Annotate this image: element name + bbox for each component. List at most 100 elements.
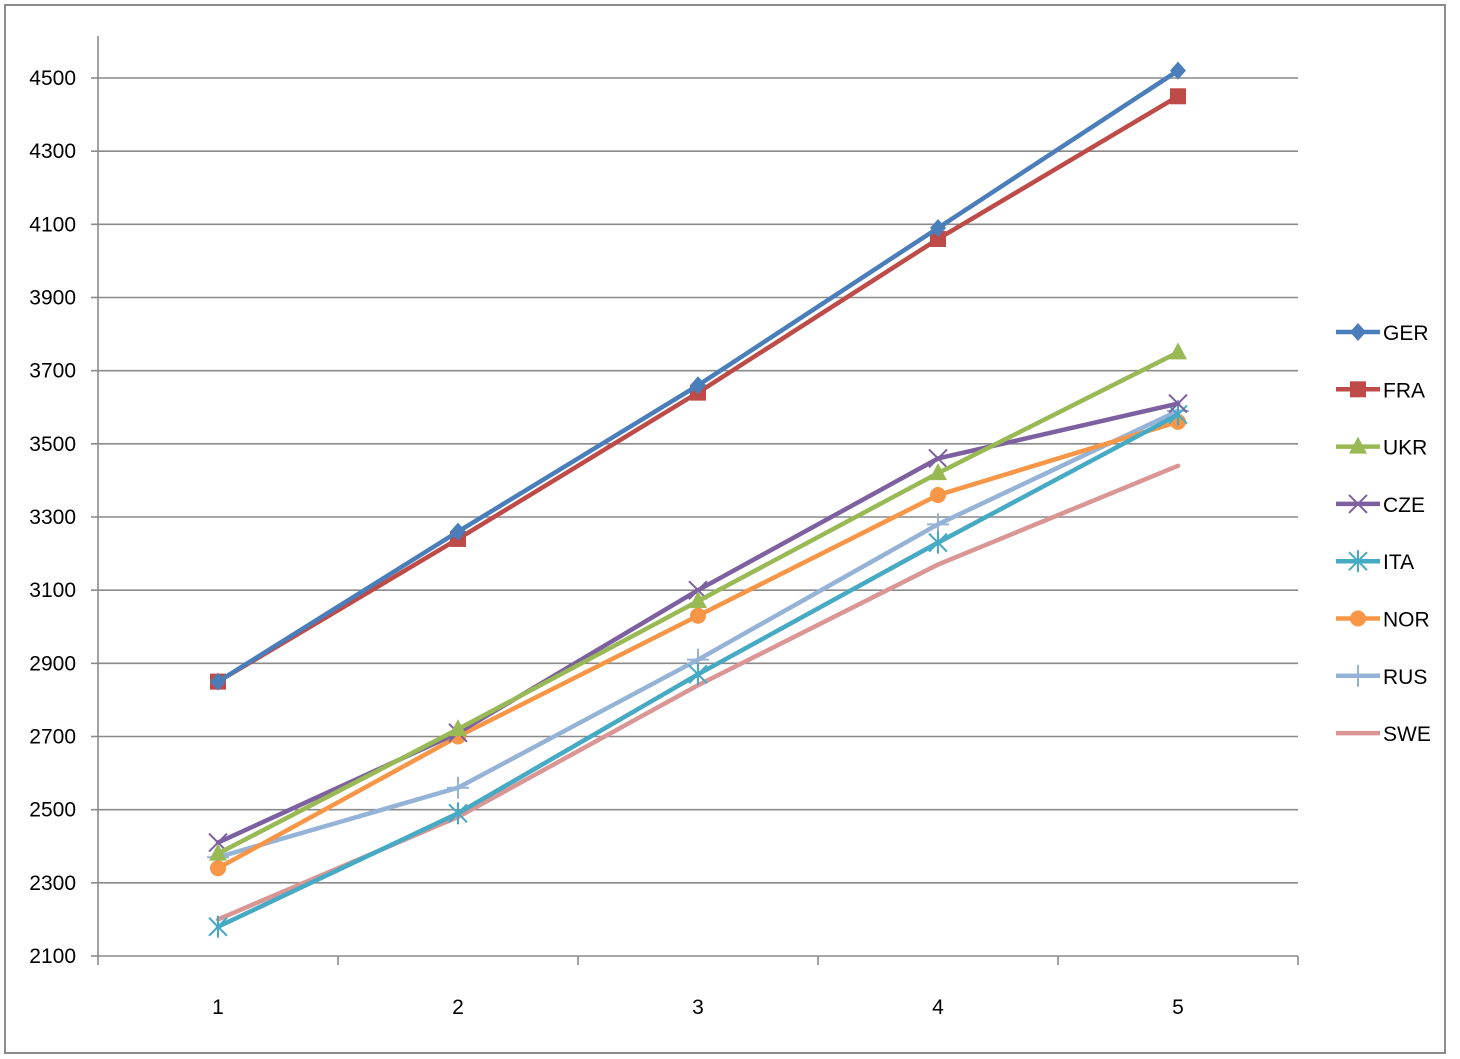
data-point (1170, 61, 1186, 80)
legend-item-rus: RUS (1336, 664, 1427, 689)
data-point (688, 663, 708, 686)
data-point (930, 230, 946, 247)
marker-diamond (1170, 61, 1186, 80)
y-tick-label: 2100 (29, 945, 76, 968)
marker-triangle (1349, 436, 1367, 454)
y-tick-label: 2300 (29, 872, 76, 895)
series-swe (215, 463, 1181, 922)
legend-marker (1349, 436, 1367, 454)
marker-triangle (449, 719, 467, 737)
legend-label: UKR (1383, 437, 1427, 460)
x-tick-label: 3 (692, 996, 704, 1019)
legend-label: CZE (1383, 494, 1425, 517)
y-tick-label: 3100 (29, 579, 76, 602)
chart-frame: 2100 2300 2500 2700 2900 3100 3300 3500 3700 3900… (4, 4, 1446, 1054)
line-chart: 2100 2300 2500 2700 2900 3100 3300 3500 3700 3900… (29, 36, 1431, 1019)
y-tick-label: 3700 (29, 360, 76, 383)
y-tick-label: 2700 (29, 726, 76, 749)
y-tick-label: 2900 (29, 652, 76, 675)
legend-item-ukr: UKR (1336, 436, 1427, 460)
y-tick-label: 2500 (29, 799, 76, 822)
data-point (1169, 342, 1187, 360)
data-point (210, 860, 226, 877)
series-nor (210, 413, 1186, 877)
series-line (215, 419, 1181, 871)
legend-item-ita: ITA (1336, 550, 1414, 574)
data-point (930, 218, 946, 237)
legend-item-fra: FRA (1336, 379, 1425, 402)
marker-circle (1350, 610, 1366, 627)
marker-circle (930, 487, 946, 504)
legend: GER FRA UKR CZE ITA NOR RUS SWE (1336, 322, 1431, 746)
legend-marker (1350, 381, 1366, 398)
legend-marker (1348, 550, 1368, 573)
marker-diamond (210, 672, 226, 691)
series-ita (208, 403, 1188, 938)
data-point (450, 522, 466, 541)
series-lines (207, 61, 1189, 938)
legend-marker (1350, 323, 1366, 341)
data-point (690, 376, 706, 395)
marker-diamond (1350, 323, 1366, 341)
x-tick-label: 2 (452, 996, 464, 1019)
legend-label: FRA (1383, 379, 1425, 402)
marker-square (1170, 88, 1186, 105)
legend-label: SWE (1383, 723, 1431, 746)
marker-triangle (209, 843, 227, 861)
series-ger (210, 61, 1186, 691)
y-tick-label: 3300 (29, 506, 76, 529)
marker-diamond (690, 376, 706, 395)
data-point (210, 672, 226, 691)
legend-marker (1348, 494, 1368, 514)
data-point (929, 463, 947, 481)
data-point (208, 915, 228, 938)
marker-x-stroke (1168, 393, 1188, 414)
data-point (449, 719, 467, 737)
data-point (930, 487, 946, 504)
data-point (447, 776, 469, 799)
legend-item-swe: SWE (1336, 723, 1431, 746)
legend-label: NOR (1383, 609, 1430, 632)
marker-circle (210, 860, 226, 877)
marker-diamond (930, 218, 946, 237)
marker-triangle (929, 463, 947, 481)
legend-label: RUS (1383, 666, 1427, 689)
legend-item-ger: GER (1336, 322, 1429, 345)
data-point (689, 591, 707, 609)
legend-item-nor: NOR (1336, 609, 1430, 632)
marker-triangle (1169, 342, 1187, 360)
data-point (928, 531, 948, 554)
legend-label: ITA (1383, 551, 1414, 574)
data-point (1168, 393, 1188, 414)
marker-x-stroke (208, 832, 228, 853)
marker-circle (690, 607, 706, 624)
marker-diamond (450, 522, 466, 541)
y-tick-label: 4500 (29, 67, 76, 90)
legend-label: GER (1383, 322, 1429, 345)
y-tick-label: 4100 (29, 213, 76, 236)
y-tick-label: 4300 (29, 140, 76, 163)
y-tick-label: 3500 (29, 433, 76, 456)
marker-x-stroke (1348, 494, 1368, 514)
data-point (928, 448, 948, 469)
gridlines (98, 77, 1298, 884)
marker-triangle (689, 591, 707, 609)
legend-marker (1347, 664, 1369, 687)
y-tick-label: 3900 (29, 287, 76, 310)
marker-x-stroke (688, 580, 708, 600)
data-point (1170, 88, 1186, 105)
axes: 2100 2300 2500 2700 2900 3100 3300 3500 3700 3900… (29, 36, 1299, 1019)
legend-marker (1350, 610, 1366, 627)
series-ukr (209, 342, 1187, 861)
series-rus (207, 399, 1189, 869)
marker-square (930, 230, 946, 247)
x-tick-label: 4 (932, 996, 944, 1019)
series-line (215, 463, 1181, 922)
data-point (690, 607, 706, 624)
legend-item-cze: CZE (1336, 494, 1425, 517)
data-point (209, 843, 227, 861)
marker-x-stroke (928, 448, 948, 469)
x-tick-label: 5 (1172, 996, 1184, 1019)
data-point (448, 802, 468, 825)
x-tick-label: 1 (212, 996, 224, 1019)
